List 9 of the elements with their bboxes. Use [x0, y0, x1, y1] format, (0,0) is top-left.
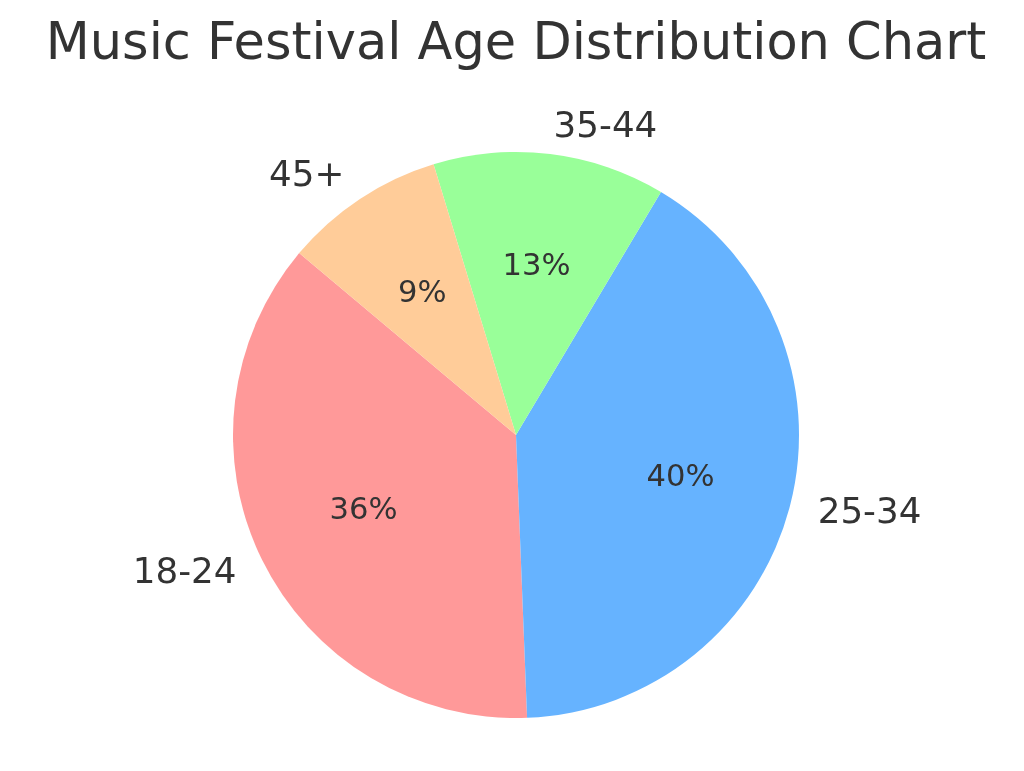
data-label: 40%	[646, 457, 715, 493]
chart-title: Music Festival Age Distribution Chart	[45, 12, 987, 71]
data-label: 36%	[329, 490, 398, 526]
data-label: 13%	[502, 247, 571, 283]
data-label: 9%	[398, 274, 447, 310]
slice-label: 45+	[268, 153, 345, 195]
slice-label: 18-24	[132, 550, 237, 592]
slice-label: 35-44	[553, 103, 658, 145]
slice-label: 25-34	[817, 489, 922, 531]
